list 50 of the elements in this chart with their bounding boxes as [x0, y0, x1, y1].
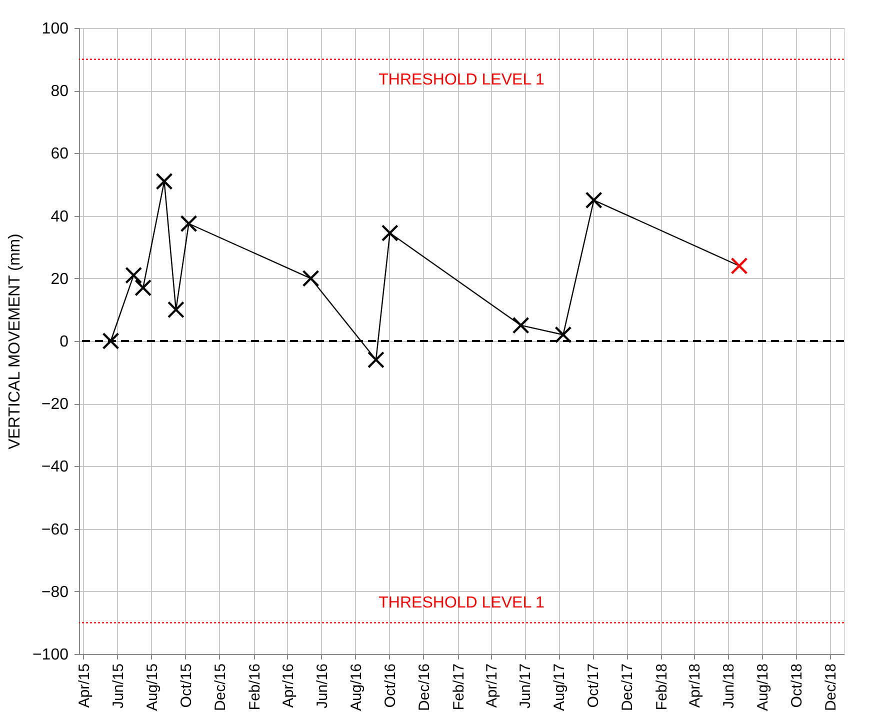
x-tick-label: Aug/16: [348, 664, 365, 712]
point: [167, 301, 184, 318]
x-tick-label: Dec/18: [822, 664, 840, 712]
x-tick-label: Jun/15: [110, 664, 127, 709]
point: [554, 326, 572, 344]
x-tick-label: Dec/15: [212, 664, 229, 712]
x-tick-label: Aug/15: [144, 664, 161, 712]
x-tick-label: Jun/18: [720, 664, 738, 709]
y-tick-label: 80: [50, 83, 69, 100]
point: [367, 351, 384, 368]
x-tick-label: Oct/17: [585, 664, 602, 708]
x-tick-label: Jun/16: [314, 664, 331, 709]
point: [102, 332, 120, 350]
y-tick-label: 100: [42, 20, 69, 38]
x-tick-label: Jun/17: [517, 664, 534, 709]
x-tick-label: Oct/18: [788, 664, 806, 708]
y-tick-label: −100: [32, 646, 69, 664]
ref-line-label: THRESHOLD LEVEL 1: [378, 71, 544, 88]
y-tick-label: −40: [41, 458, 69, 476]
y-tick-label: 0: [60, 334, 69, 350]
point: [125, 266, 142, 284]
y-tick-label: −20: [41, 396, 69, 414]
point: [180, 215, 198, 232]
x-tick-label: Dec/16: [416, 664, 433, 712]
point: [156, 172, 173, 190]
y-tick-label: 40: [50, 208, 69, 226]
x-tick-label: Aug/18: [754, 664, 772, 712]
x-tick-label: Oct/15: [178, 664, 195, 708]
x-tick-label: Feb/16: [246, 664, 264, 710]
y-axis-title: VERTICAL MOVEMENT (mm): [6, 234, 24, 450]
x-tick-label: Feb/18: [654, 664, 671, 710]
x-tick-label: Dec/17: [619, 664, 636, 712]
y-tick-label: −60: [41, 521, 69, 538]
y-tick-label: 20: [50, 270, 69, 288]
x-tick-label: Apr/15: [76, 664, 93, 708]
point: [512, 316, 530, 334]
x-tick-label: Apr/17: [483, 664, 500, 708]
point: [381, 224, 398, 242]
x-tick-label: Aug/17: [551, 664, 568, 712]
point: [134, 279, 152, 296]
y-tick-label: 60: [50, 146, 69, 163]
x-tick-label: Apr/18: [686, 664, 704, 708]
point: [302, 270, 320, 287]
point: [585, 192, 602, 209]
x-tick-label: Feb/17: [450, 664, 468, 710]
point: [730, 257, 748, 274]
ref-line-label: THRESHOLD LEVEL 1: [378, 594, 544, 612]
y-tick-label: −80: [41, 584, 69, 601]
x-tick-label: Oct/16: [382, 664, 399, 708]
x-tick-label: Apr/16: [280, 664, 297, 708]
